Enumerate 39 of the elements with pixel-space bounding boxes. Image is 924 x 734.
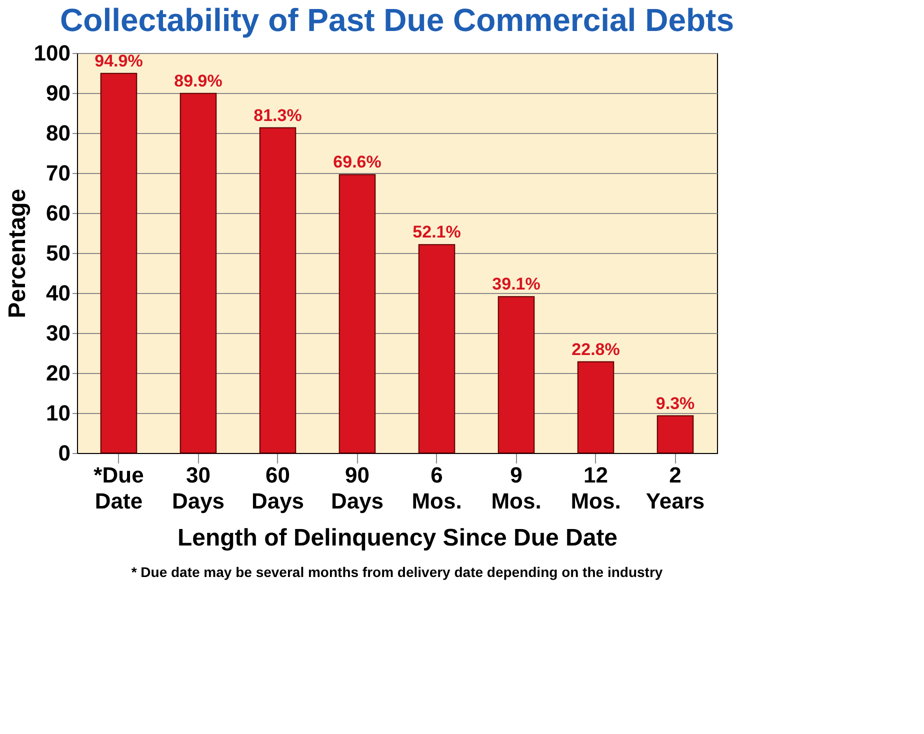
y-tick-label: 80 — [46, 120, 70, 146]
bar — [577, 361, 614, 454]
bar — [180, 92, 217, 454]
bar — [418, 244, 456, 454]
y-tick-label: 90 — [46, 80, 70, 106]
y-tick-label: 100 — [34, 40, 70, 66]
x-tick-label: 9 Mos. — [491, 462, 542, 514]
x-tick-label: 12 Mos. — [570, 462, 621, 514]
text: * Due date may be several months from delivery date depending on the industry — [131, 564, 663, 580]
data-label: 89.9% — [174, 71, 222, 90]
y-tick-label: 20 — [46, 360, 70, 386]
data-label: 69.6% — [333, 152, 382, 172]
y-tick-label: 40 — [46, 280, 70, 306]
x-tick-label: 2 Years — [646, 462, 705, 514]
x-tick-label: 60 Days — [251, 462, 304, 514]
x-tick-label: 90 Days — [330, 462, 384, 514]
y-tick-label: 10 — [46, 400, 70, 426]
data-label: 52.1% — [412, 222, 461, 242]
y-tick-label: 70 — [46, 160, 70, 186]
bar — [338, 174, 376, 454]
x-tick-label: 6 Mos. — [412, 462, 462, 514]
y-axis-title: Percentage — [4, 188, 31, 318]
data-label: 94.9% — [94, 51, 143, 70]
bar — [656, 415, 694, 454]
bar — [100, 72, 138, 454]
chart-title: Collectability of Past Due Commercial Debts — [60, 2, 734, 38]
x-axis-title: Length of Delinquency Since Due Date — [177, 524, 618, 552]
bar — [498, 296, 535, 454]
bar — [259, 127, 296, 454]
data-label: 81.3% — [254, 106, 302, 125]
y-tick-label: 50 — [46, 240, 70, 266]
data-label: 22.8% — [572, 340, 620, 359]
x-tick-label: *Due Date — [94, 462, 144, 514]
data-label: 9.3% — [656, 394, 695, 413]
data-label: 39.1% — [492, 274, 540, 294]
y-tick-label: 0 — [58, 440, 70, 466]
y-tick-label: 30 — [46, 320, 70, 346]
x-tick-label: 30 Days — [172, 462, 225, 514]
y-tick-label: 60 — [46, 200, 70, 226]
